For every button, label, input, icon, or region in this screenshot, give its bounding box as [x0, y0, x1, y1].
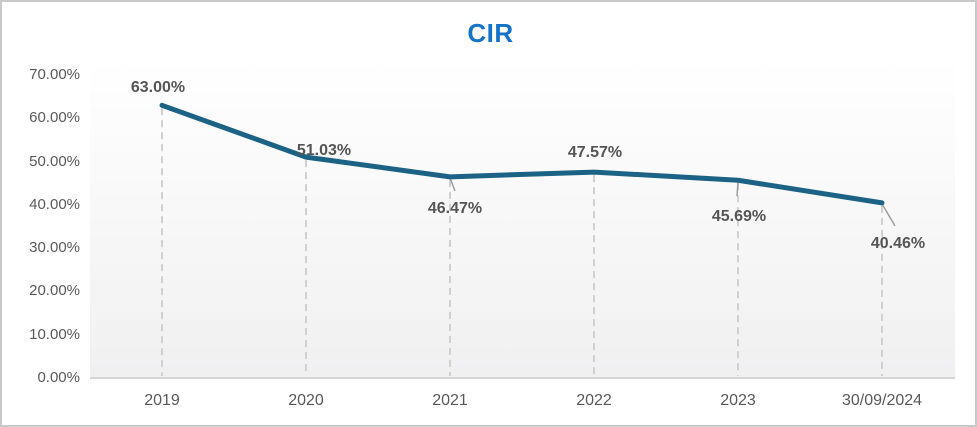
leader-line	[449, 177, 456, 192]
y-tick-label: 40.00%	[29, 195, 80, 213]
y-tick-label: 0.00%	[37, 369, 80, 386]
x-axis-label: 30/09/2024	[841, 392, 923, 409]
y-tick-label: 50.00%	[29, 152, 80, 170]
y-tick-label: 70.00%	[29, 66, 80, 83]
data-label: 40.46%	[870, 234, 926, 252]
plot-area	[90, 58, 955, 378]
data-label: 47.57%	[567, 144, 623, 162]
data-label: 46.47%	[427, 199, 483, 217]
leader-line	[881, 203, 896, 227]
y-tick-label: 10.00%	[29, 325, 80, 343]
y-tick-label: 60.00%	[29, 109, 80, 127]
data-label: 63.00%	[130, 79, 186, 97]
x-axis-label: 2019	[144, 392, 180, 409]
chart-line	[159, 102, 885, 206]
leader-line	[736, 181, 739, 197]
chart-title: CIR	[467, 18, 514, 48]
x-axis-label: 2021	[432, 392, 468, 409]
x-axis-label: 2022	[576, 392, 612, 409]
x-axis-label: 2023	[720, 392, 756, 409]
x-axis-label: 2020	[288, 392, 324, 409]
y-tick-label: 20.00%	[29, 282, 80, 300]
y-tick-label: 30.00%	[29, 239, 80, 257]
data-label: 45.69%	[711, 208, 767, 226]
data-label: 51.03%	[296, 142, 352, 160]
